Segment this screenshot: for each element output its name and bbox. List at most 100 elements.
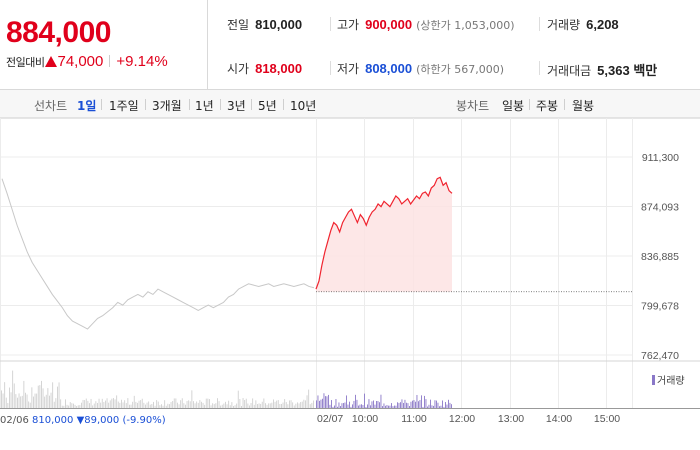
- price-chart[interactable]: 911,300 874,093 836,885 799,678 762,470 02/0…: [0, 118, 700, 450]
- range-1y-button[interactable]: 1년: [195, 99, 214, 113]
- volume-bar: [289, 400, 290, 408]
- volume-bar: [58, 382, 60, 408]
- volume-bar: [343, 403, 344, 408]
- line-chart-label: 선차트: [34, 99, 68, 113]
- divider: [539, 17, 540, 31]
- volume-bar: [443, 406, 445, 408]
- volume-bar: [221, 404, 223, 408]
- volume-bar: [260, 403, 262, 408]
- volume-bar: [308, 389, 310, 408]
- volume-bar: [290, 400, 292, 408]
- x-tick-label: 13:00: [498, 413, 524, 425]
- volume-bar: [394, 405, 395, 408]
- volume-bar: [53, 401, 55, 408]
- range-1w-button[interactable]: 1주일: [109, 99, 139, 113]
- volume-bar: [132, 401, 134, 408]
- stat-label: 고가: [337, 18, 360, 32]
- volume-bar: [103, 402, 105, 408]
- volume-legend: 거래량: [652, 372, 685, 387]
- volume-bar: [284, 399, 286, 408]
- volume-bar: [5, 397, 7, 408]
- divider: [330, 61, 331, 75]
- volume-bar: [303, 399, 305, 408]
- volume-bar: [180, 400, 182, 408]
- volume-bar: [236, 403, 238, 408]
- volume-bar: [337, 406, 338, 408]
- volume-bar: [258, 403, 260, 408]
- volume-bar: [106, 398, 108, 408]
- volume-bar: [412, 400, 413, 408]
- volume-bar: [105, 400, 106, 408]
- volume-bar: [124, 400, 126, 408]
- daily-candle-button[interactable]: 일봉: [502, 99, 525, 113]
- volume-bar: [74, 404, 76, 408]
- volume-bar: [311, 402, 313, 408]
- volume-bar: [306, 395, 308, 408]
- volume-bar: [125, 403, 127, 408]
- volume-bar: [434, 400, 436, 408]
- range-1d-button[interactable]: 1일: [77, 99, 97, 113]
- volume-bar: [164, 400, 166, 408]
- volume-bar: [95, 401, 97, 408]
- volume-bar: [379, 402, 380, 408]
- divider: [145, 99, 146, 110]
- volume-bar: [193, 401, 194, 408]
- volume-bar: [329, 404, 331, 408]
- volume-bar: [207, 398, 209, 408]
- volume-bar: [76, 405, 78, 408]
- volume-bar: [209, 399, 210, 408]
- volume-bar: [319, 400, 320, 408]
- volume-bar: [247, 403, 249, 408]
- divider: [251, 99, 252, 110]
- volume-bar: [261, 401, 263, 408]
- volume-bar: [84, 400, 86, 408]
- volume-bar: [148, 401, 150, 408]
- volume-bar: [189, 401, 191, 408]
- upper-limit: (상한가 1,053,000): [416, 19, 515, 32]
- volume-bar: [436, 400, 437, 408]
- volume-bar: [229, 405, 231, 408]
- volume-bar: [100, 402, 102, 408]
- volume-bar: [413, 400, 415, 408]
- volume-bar: [410, 401, 412, 408]
- stat-label: 시가: [227, 62, 250, 76]
- volume-bar: [406, 402, 407, 408]
- volume-bar: [47, 388, 49, 408]
- volume-bar: [358, 405, 359, 408]
- y-axis-ticks: 911,300 874,093 836,885 799,678 762,470: [641, 152, 679, 362]
- divider: [109, 55, 111, 67]
- monthly-candle-button[interactable]: 월봉: [572, 99, 595, 113]
- volume-bar: [9, 387, 10, 408]
- volume-bar: [245, 398, 247, 408]
- current-price: 884,000: [6, 16, 111, 49]
- volume-bar: [186, 401, 188, 408]
- x-tick-label: 10:00: [352, 413, 378, 425]
- volume-bar: [223, 403, 225, 408]
- volume-bar: [316, 400, 317, 408]
- range-10y-button[interactable]: 10년: [290, 99, 317, 113]
- range-3m-button[interactable]: 3개월: [152, 99, 182, 113]
- weekly-candle-button[interactable]: 주봉: [536, 99, 559, 113]
- volume-bar: [133, 395, 135, 408]
- volume-bar: [323, 393, 325, 408]
- volume-bar: [1, 390, 2, 408]
- volume-bar: [305, 400, 306, 408]
- volume-bar: [71, 403, 73, 408]
- volume-bar: [225, 401, 226, 408]
- volume-bar: [340, 406, 341, 408]
- volume-bar: [36, 393, 38, 408]
- volume-bar: [422, 406, 424, 408]
- x-tick-label: 15:00: [594, 413, 620, 425]
- volume-bar: [49, 395, 50, 408]
- volume-bar: [87, 400, 89, 408]
- volume-bar: [353, 400, 355, 408]
- volume-bar: [370, 405, 371, 408]
- volume-bar: [31, 387, 33, 408]
- range-3y-button[interactable]: 3년: [227, 99, 246, 113]
- range-5y-button[interactable]: 5년: [258, 99, 277, 113]
- volume-bar: [292, 402, 294, 408]
- stat-label: 저가: [337, 62, 360, 76]
- chart-grid: [0, 118, 700, 409]
- volume-bar: [355, 394, 356, 408]
- volume-bar: [117, 401, 119, 408]
